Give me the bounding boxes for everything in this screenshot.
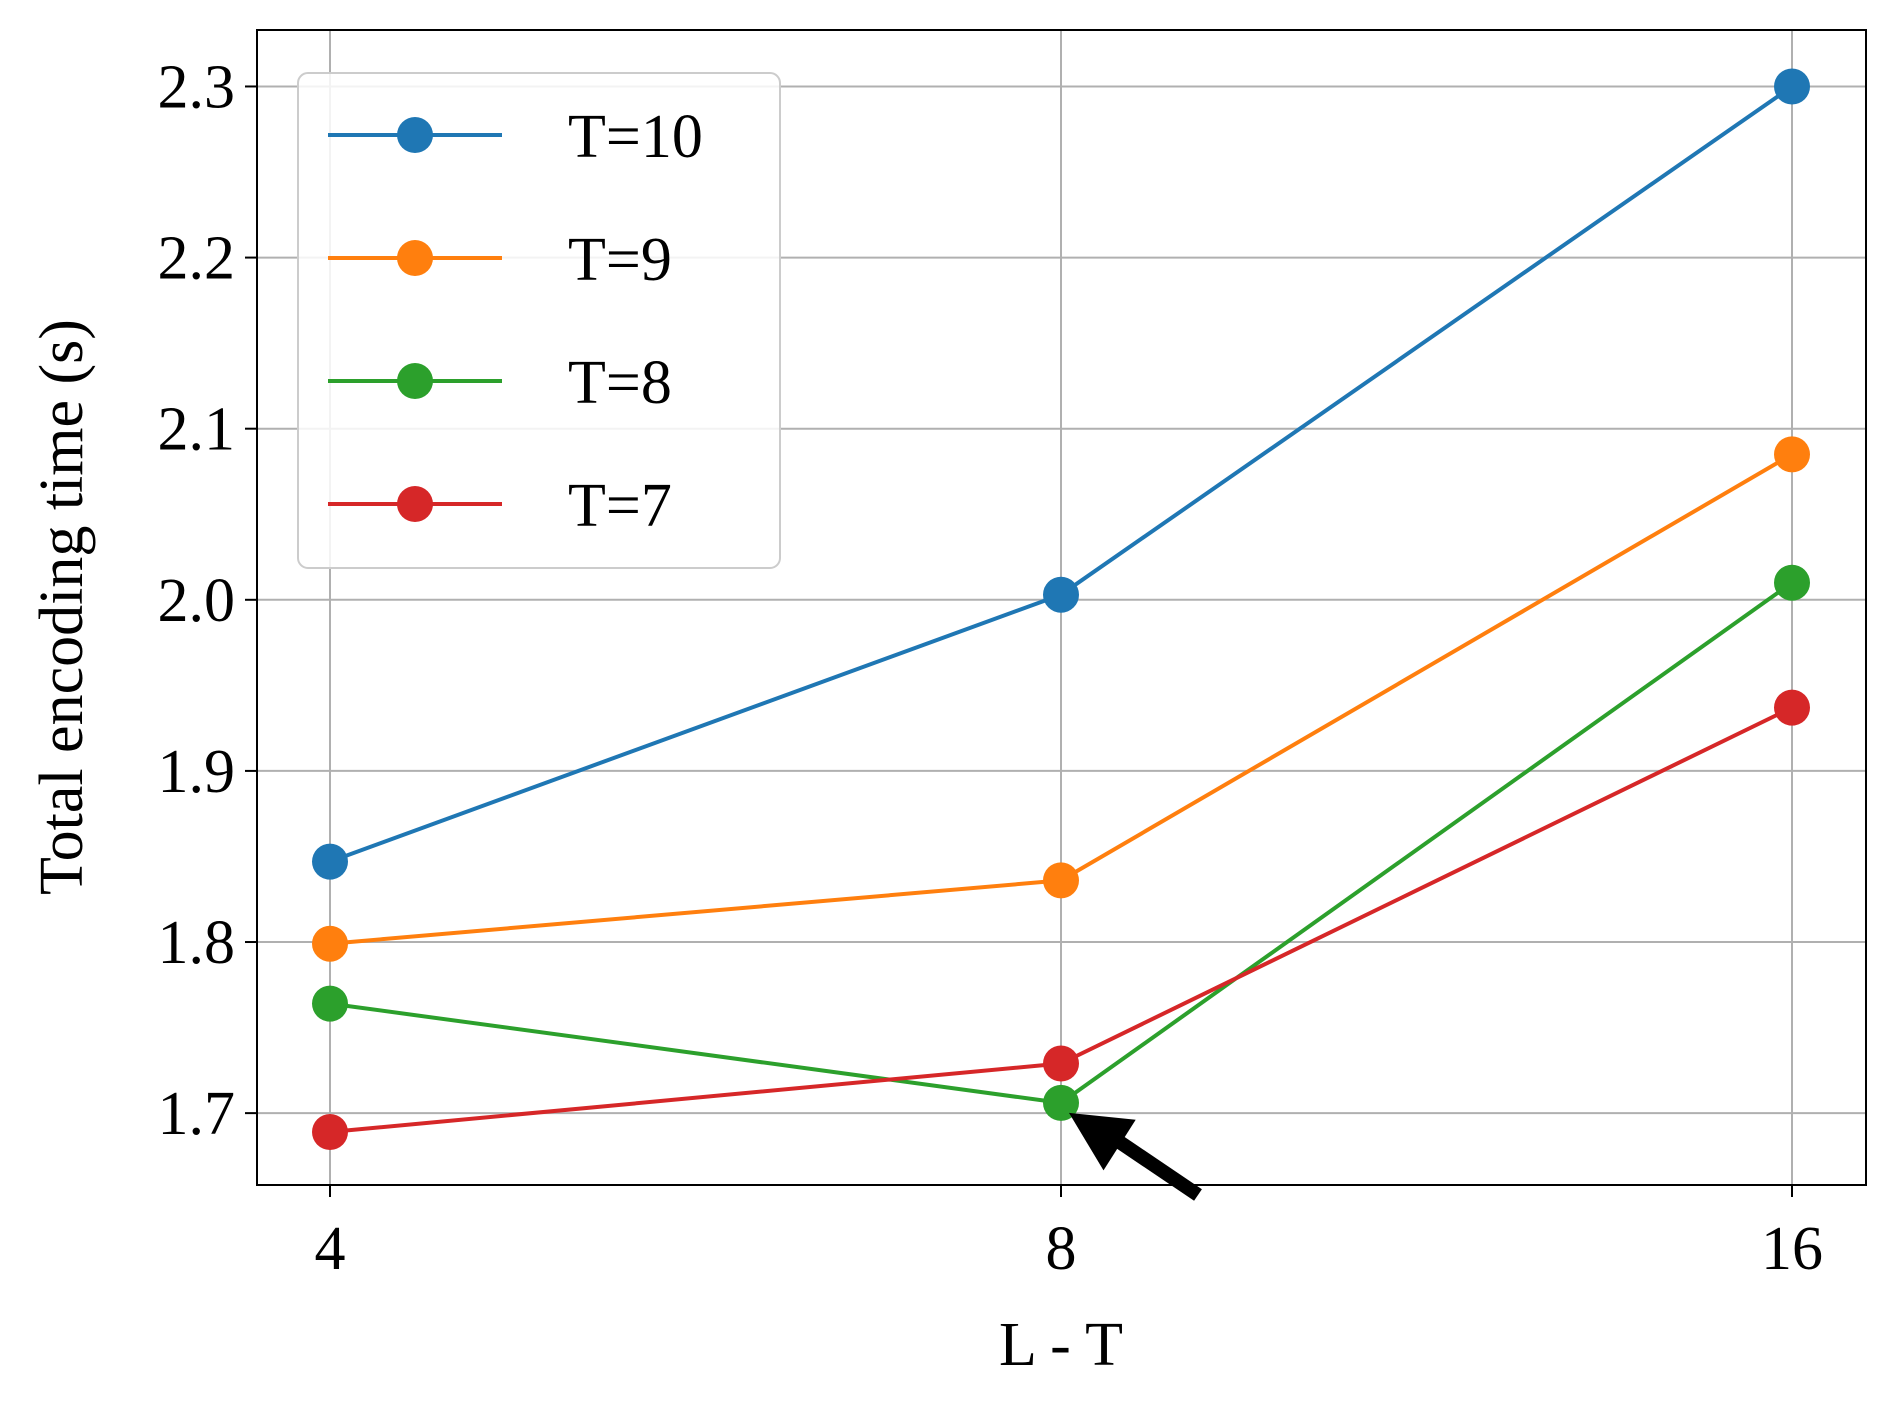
data-point (1043, 862, 1079, 899)
legend-item: T=10 (328, 103, 703, 171)
y-tick-label: 2.0 (158, 567, 236, 635)
legend-item: T=8 (328, 349, 672, 417)
series-layer (312, 68, 1810, 1150)
legend: T=10 T=9 T=8 T=7 (297, 72, 781, 569)
data-point (312, 985, 348, 1022)
y-axis: 1.7 1.8 1.9 2.0 2.1 2.2 2.3 (158, 53, 257, 1148)
data-point (1774, 689, 1810, 726)
legend-box (297, 72, 781, 569)
legend-marker (397, 240, 433, 276)
x-axis: 4 8 16 (315, 1185, 1823, 1283)
legend-label: T=10 (568, 103, 703, 171)
series-t-7 (312, 689, 1810, 1150)
data-point (312, 925, 348, 962)
legend-label: T=8 (568, 349, 672, 417)
data-point (1043, 576, 1079, 613)
y-tick-label: 1.7 (158, 1080, 236, 1148)
y-tick-label: 2.2 (158, 225, 236, 293)
y-tick-label: 1.8 (158, 909, 236, 977)
data-point (1043, 1045, 1079, 1082)
x-tick-label: 16 (1761, 1215, 1823, 1283)
x-tick-label: 4 (315, 1215, 346, 1283)
legend-marker (397, 486, 433, 522)
data-point (1043, 1084, 1079, 1121)
legend-marker (397, 363, 433, 399)
data-point (1774, 436, 1810, 473)
x-tick-label: 8 (1046, 1215, 1077, 1283)
x-axis-label: L - T (999, 1311, 1123, 1379)
data-point (312, 1114, 348, 1150)
legend-marker (397, 117, 433, 153)
data-point (1774, 68, 1810, 105)
data-point (1774, 564, 1810, 601)
y-axis-label: Total encoding time (s) (28, 319, 96, 895)
series-t-9 (312, 436, 1810, 962)
arrow-head (1069, 1112, 1136, 1171)
legend-item: T=9 (328, 226, 672, 294)
y-tick-label: 2.3 (158, 53, 236, 121)
series-t-10 (312, 68, 1810, 880)
legend-item: T=7 (328, 472, 672, 540)
y-tick-label: 2.1 (158, 396, 236, 464)
data-point (312, 843, 348, 880)
legend-label: T=9 (568, 226, 672, 294)
legend-label: T=7 (568, 472, 672, 540)
y-tick-label: 1.9 (158, 738, 236, 806)
series-t-8 (312, 564, 1810, 1121)
